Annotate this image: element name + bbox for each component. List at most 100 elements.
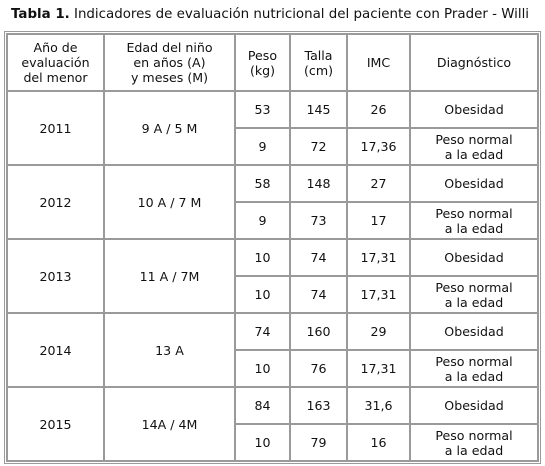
cell-imc: 17,36 xyxy=(347,128,410,165)
cell-talla: 73 xyxy=(290,202,347,239)
cell-imc: 17,31 xyxy=(347,350,410,387)
cell-imc: 26 xyxy=(347,91,410,128)
diagnosis-text-line: Obesidad xyxy=(444,250,504,265)
diagnosis-text-line: Peso normal xyxy=(435,131,513,147)
diagnosis-text-line: a la edad xyxy=(444,368,504,384)
header-height: Talla (cm) xyxy=(290,34,347,91)
table-row: 2011 9 A / 5 M 53 145 26 Obesidad xyxy=(7,91,538,165)
cell-diagnostico: Obesidad xyxy=(410,313,538,350)
header-bmi: IMC xyxy=(347,34,410,91)
header-text-line: del menor xyxy=(23,70,88,85)
diagnosis-text-line: Peso normal xyxy=(435,205,513,221)
cell-imc: 17,31 xyxy=(347,239,410,276)
caption-text: Indicadores de evaluación nutricional de… xyxy=(74,7,530,22)
cell-talla: 163 xyxy=(290,387,347,424)
header-age: Edad del niño en años (A) y meses (M) xyxy=(104,34,235,91)
table-row: 2012 10 A / 7 M 58 148 27 Obesidad xyxy=(7,165,538,239)
cell-year: 2015 xyxy=(7,387,104,461)
table-caption: Tabla 1. Indicadores de evaluación nutri… xyxy=(11,7,529,22)
cell-diagnostico: Peso normal a la edad xyxy=(410,350,538,387)
diagnosis-text-line: a la edad xyxy=(444,146,504,162)
diagnosis-text-line: Peso normal xyxy=(435,353,513,369)
header-text-line: (kg) xyxy=(249,62,276,78)
diagnosis-text-line: Obesidad xyxy=(444,102,504,117)
cell-diagnostico: Peso normal a la edad xyxy=(410,128,538,165)
header-diagnosis: Diagnóstico xyxy=(410,34,538,91)
diagnosis-text-line: Peso normal xyxy=(435,279,513,295)
cell-diagnostico: Obesidad xyxy=(410,239,538,276)
cell-year: 2014 xyxy=(7,313,104,387)
cell-talla: 145 xyxy=(290,91,347,128)
cell-imc: 17 xyxy=(347,202,410,239)
cell-age: 10 A / 7 M xyxy=(104,165,235,239)
diagnosis-text-line: a la edad xyxy=(444,220,504,236)
table-row: 2015 14A / 4M 84 163 31,6 Obesidad xyxy=(7,387,538,461)
cell-age: 11 A / 7M xyxy=(104,239,235,313)
caption-label: Tabla 1. xyxy=(11,7,70,22)
header-text-line: Diagnóstico xyxy=(436,55,512,70)
cell-imc: 31,6 xyxy=(347,387,410,424)
cell-peso: 9 xyxy=(235,128,290,165)
cell-imc: 29 xyxy=(347,313,410,350)
cell-talla: 76 xyxy=(290,350,347,387)
diagnosis-text-line: a la edad xyxy=(444,442,504,458)
cell-peso: 10 xyxy=(235,276,290,313)
cell-talla: 160 xyxy=(290,313,347,350)
header-text-line: evaluación xyxy=(21,55,90,70)
cell-talla: 74 xyxy=(290,276,347,313)
diagnosis-text-line: Obesidad xyxy=(444,398,504,413)
cell-peso: 58 xyxy=(235,165,290,202)
diagnosis-text-line: a la edad xyxy=(444,294,504,310)
header-text-line: y meses (M) xyxy=(130,70,209,85)
header-weight: Peso (kg) xyxy=(235,34,290,91)
table-body: 2011 9 A / 5 M 53 145 26 Obesidad 9 72 17,36 Peso… xyxy=(7,91,538,461)
diagnosis-text-line: Obesidad xyxy=(444,176,504,191)
table-row: 10 74 17,31 Peso normal a la edad xyxy=(7,276,538,313)
diagnosis-text-line: Peso normal xyxy=(435,427,513,443)
cell-age: 14A / 4M xyxy=(104,387,235,461)
header-text-line: (cm) xyxy=(303,62,334,78)
header-text-line: Edad del niño xyxy=(126,40,213,55)
cell-talla: 148 xyxy=(290,165,347,202)
diagnosis-text-line: Obesidad xyxy=(444,324,504,339)
cell-diagnostico: Peso normal a la edad xyxy=(410,276,538,313)
cell-talla: 72 xyxy=(290,128,347,165)
cell-diagnostico: Peso normal a la edad xyxy=(410,202,538,239)
cell-peso: 10 xyxy=(235,424,290,461)
cell-peso: 10 xyxy=(235,239,290,276)
header-year: Año de evaluación del menor xyxy=(7,34,104,91)
cell-peso: 10 xyxy=(235,350,290,387)
cell-diagnostico: Obesidad xyxy=(410,165,538,202)
cell-peso: 74 xyxy=(235,313,290,350)
cell-peso: 84 xyxy=(235,387,290,424)
cell-age: 13 A xyxy=(104,313,235,387)
table-row: 10 76 17,31 Peso normal a la edad xyxy=(7,350,538,387)
header-text-line: Talla xyxy=(304,47,333,63)
header-text-line: Peso xyxy=(247,47,278,63)
table-header: Año de evaluación del menor Edad del niño en… xyxy=(7,34,538,91)
cell-imc: 17,31 xyxy=(347,276,410,313)
cell-age: 9 A / 5 M xyxy=(104,91,235,165)
cell-year: 2013 xyxy=(7,239,104,313)
cell-diagnostico: Peso normal a la edad xyxy=(410,424,538,461)
cell-year: 2011 xyxy=(7,91,104,165)
cell-peso: 53 xyxy=(235,91,290,128)
table-row: 2014 13 A 74 160 29 Obesidad xyxy=(7,313,538,387)
cell-diagnostico: Obesidad xyxy=(410,387,538,424)
cell-talla: 74 xyxy=(290,239,347,276)
nutrition-table: Año de evaluación del menor Edad del niño en… xyxy=(4,31,541,464)
cell-talla: 79 xyxy=(290,424,347,461)
cell-imc: 16 xyxy=(347,424,410,461)
cell-diagnostico: Obesidad xyxy=(410,91,538,128)
table-row: 9 73 17 Peso normal a la edad xyxy=(7,202,538,239)
header-text-line: IMC xyxy=(366,55,391,70)
header-text-line: en años (A) xyxy=(133,55,206,70)
table-row: 9 72 17,36 Peso normal a la edad xyxy=(7,128,538,165)
cell-peso: 9 xyxy=(235,202,290,239)
cell-imc: 27 xyxy=(347,165,410,202)
header-row: Año de evaluación del menor Edad del niño en… xyxy=(7,34,538,91)
header-text-line: Año de xyxy=(33,40,78,55)
cell-year: 2012 xyxy=(7,165,104,239)
table-row: 10 79 16 Peso normal a la edad xyxy=(7,424,538,461)
table-row: 2013 11 A / 7M 10 74 17,31 Obesidad xyxy=(7,239,538,313)
